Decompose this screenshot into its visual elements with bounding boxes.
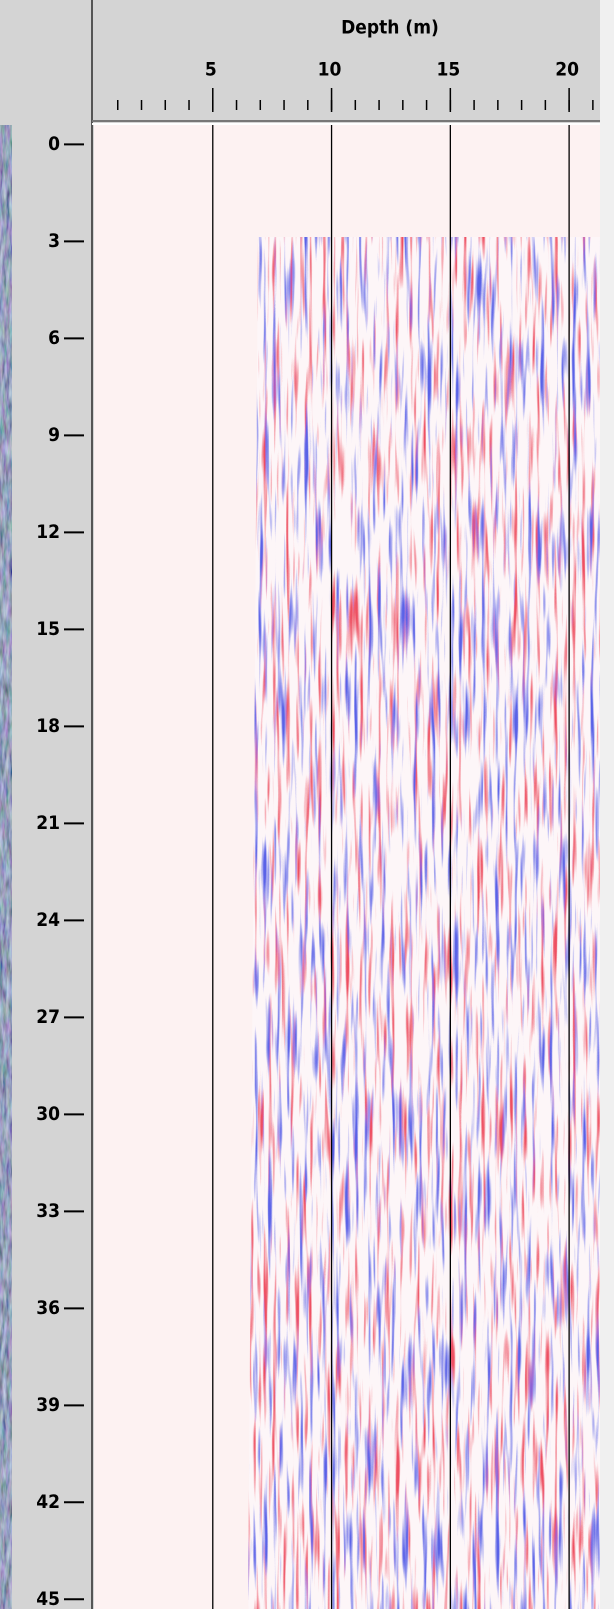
photo-strip xyxy=(0,125,12,1609)
y-tick-label: 24 xyxy=(36,909,60,931)
y-tick-label: 12 xyxy=(36,521,60,543)
y-tick-label: 36 xyxy=(36,1297,60,1319)
y-tick-label: 30 xyxy=(36,1103,60,1125)
y-tick-label: 33 xyxy=(36,1200,60,1222)
y-tick-label: 45 xyxy=(36,1588,60,1609)
y-tick-label: 0 xyxy=(48,133,60,155)
y-tick-label: 3 xyxy=(48,230,60,252)
y-tick-label: 27 xyxy=(36,1006,60,1028)
x-tick-label: 10 xyxy=(318,59,342,81)
right-edge xyxy=(600,0,614,1609)
y-tick-label: 42 xyxy=(36,1491,60,1513)
x-tick-label: 5 xyxy=(205,59,217,81)
y-tick-label: 15 xyxy=(36,618,60,640)
radargram xyxy=(248,237,600,1609)
y-tick-label: 21 xyxy=(36,812,60,834)
x-tick-label: 15 xyxy=(436,59,460,81)
scan-texture xyxy=(248,237,600,1609)
x-axis-label: Depth (m) xyxy=(341,17,439,39)
y-tick-label: 6 xyxy=(48,327,60,349)
y-tick-label: 18 xyxy=(36,715,60,737)
y-tick-label: 39 xyxy=(36,1394,60,1416)
x-tick-label: 20 xyxy=(555,59,579,81)
y-tick-label: 9 xyxy=(48,424,60,446)
